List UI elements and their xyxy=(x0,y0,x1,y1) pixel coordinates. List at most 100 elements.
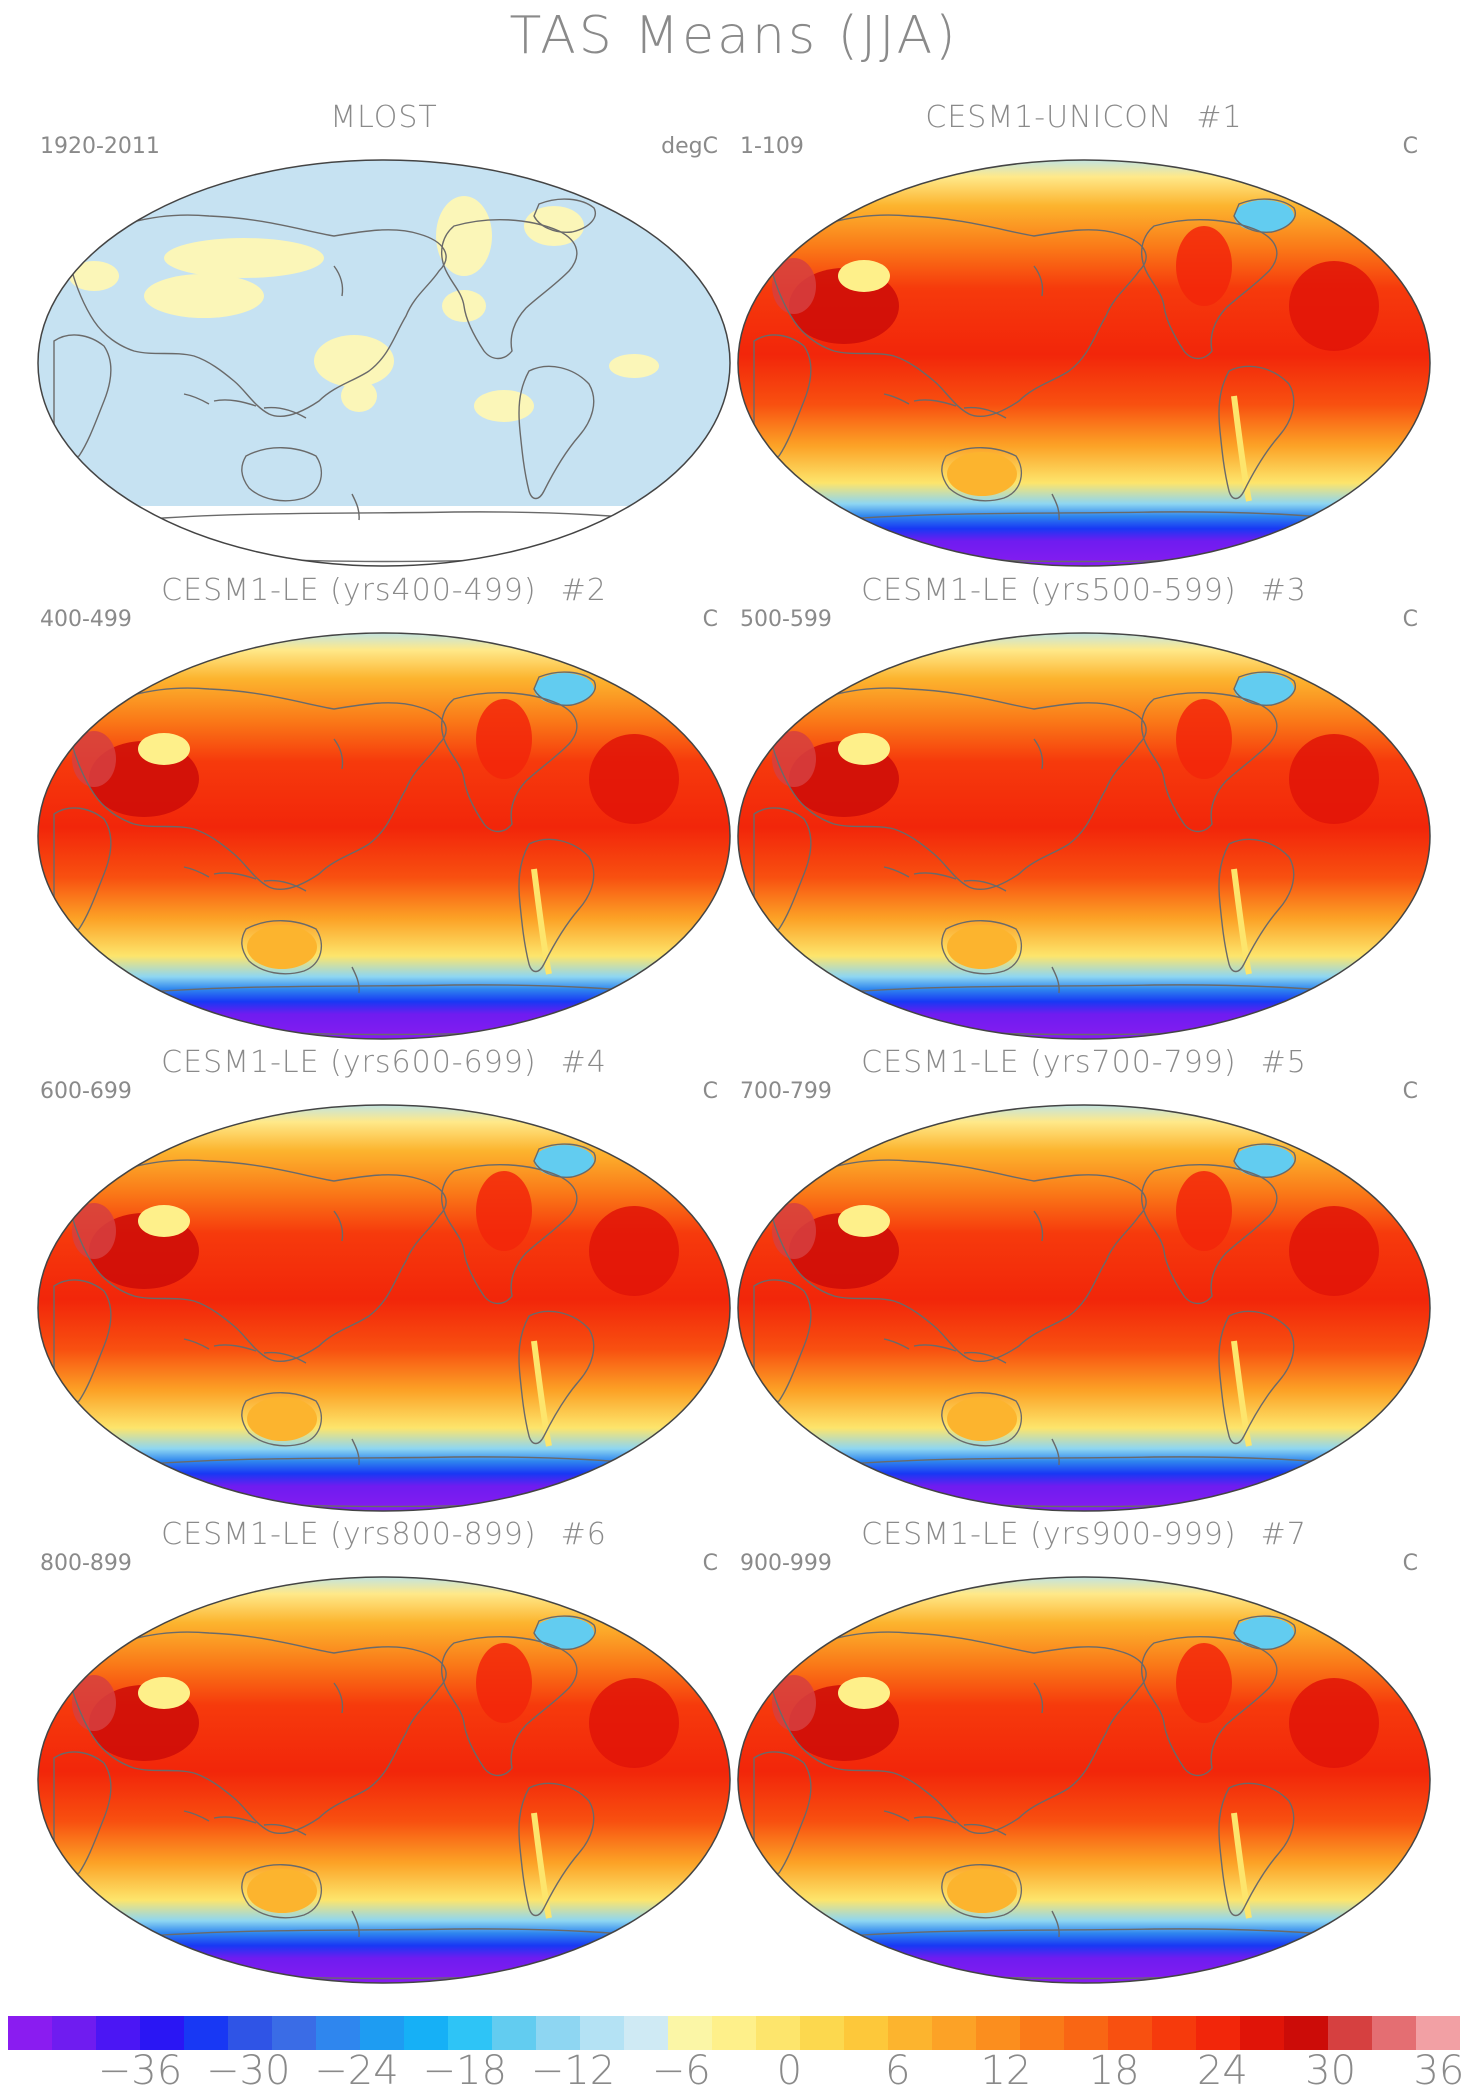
colorbar-swatch xyxy=(1416,2016,1460,2050)
panel-title: CESM1-LE (yrs500-599) #3 xyxy=(734,573,1434,608)
colorbar-swatch xyxy=(536,2016,581,2050)
colorbar-tick-label: 12 xyxy=(980,2048,1032,2094)
colorbar-tick-label: −36 xyxy=(97,2048,183,2094)
panel-number: #6 xyxy=(560,1517,607,1552)
panel-model-name: CESM1-UNICON xyxy=(925,100,1173,135)
world-map xyxy=(37,1576,731,1984)
colorbar-tick-label: 36 xyxy=(1413,2048,1465,2094)
panel-period: 900-999 xyxy=(740,1551,832,1576)
panel-number: #4 xyxy=(560,1045,607,1080)
colorbar-tick-label: −6 xyxy=(651,2048,711,2094)
greenland-coastline xyxy=(1233,1143,1296,1178)
indonesia-coastline xyxy=(883,866,1007,892)
north-america-coastline xyxy=(1141,219,1278,360)
australia-coastline xyxy=(241,1392,323,1447)
asia-europe-coastline xyxy=(71,1631,447,1835)
new-zealand-coastline xyxy=(1051,966,1060,994)
japan-coastline xyxy=(1033,738,1044,770)
panel-model-name: MLOST xyxy=(330,100,438,135)
colorbar-swatch xyxy=(580,2016,625,2050)
australia-coastline xyxy=(941,1864,1023,1919)
panel-period: 1920-2011 xyxy=(40,134,160,159)
colorbar-swatch xyxy=(360,2016,405,2050)
south-america-coastline xyxy=(518,1782,595,1917)
south-america-coastline xyxy=(1218,1310,1295,1445)
map-panel-5: CESM1-LE (yrs600-699) #4 600-699 C xyxy=(34,1045,734,1515)
australia-coastline xyxy=(241,920,323,975)
world-map xyxy=(37,159,731,567)
colorbar-swatch xyxy=(1020,2016,1065,2050)
colorbar-labels: −36 −30 −24 −18 −12 −6 0 6 12 18 24 30 36 xyxy=(0,2048,1468,2098)
north-america-coastline xyxy=(1141,1164,1278,1305)
south-america-coastline xyxy=(1218,365,1295,500)
colorbar-swatch xyxy=(624,2016,669,2050)
south-america-coastline xyxy=(518,365,595,500)
panel-model-name: CESM1-LE (yrs400-499) xyxy=(161,573,537,608)
japan-coastline xyxy=(333,1682,344,1714)
north-america-coastline xyxy=(441,219,578,360)
indonesia-coastline xyxy=(183,866,307,892)
panel-title: CESM1-LE (yrs900-999) #7 xyxy=(734,1517,1434,1552)
colorbar-swatch xyxy=(844,2016,889,2050)
colorbar-tick-label: −30 xyxy=(205,2048,291,2094)
panel-title: CESM1-UNICON #1 xyxy=(734,100,1434,135)
north-america-coastline xyxy=(441,1164,578,1305)
panel-model-name: CESM1-LE (yrs500-599) xyxy=(861,573,1237,608)
new-zealand-coastline xyxy=(351,493,360,521)
asia-europe-coastline xyxy=(771,1631,1147,1835)
new-zealand-coastline xyxy=(1051,1438,1060,1466)
panel-title: CESM1-LE (yrs800-899) #6 xyxy=(34,1517,734,1552)
colorbar-swatch xyxy=(96,2016,141,2050)
panel-period: 600-699 xyxy=(40,1079,132,1104)
map-panel-4: CESM1-LE (yrs500-599) #3 500-599 C xyxy=(734,573,1434,1043)
colorbar-tick-label: −12 xyxy=(530,2048,616,2094)
panel-period: 500-599 xyxy=(740,607,832,632)
colorbar-swatch xyxy=(1240,2016,1285,2050)
asia-europe-coastline xyxy=(71,214,447,418)
indonesia-coastline xyxy=(883,1810,1007,1836)
asia-europe-coastline xyxy=(771,687,1147,891)
map-panel-1: MLOST 1920-2011 degC xyxy=(34,100,734,570)
colorbar-swatch xyxy=(8,2016,53,2050)
indonesia-coastline xyxy=(883,393,1007,419)
world-map xyxy=(37,1104,731,1512)
panel-number: #3 xyxy=(1260,573,1307,608)
south-america-coastline xyxy=(518,838,595,973)
panel-units: C xyxy=(1402,1079,1418,1104)
panel-period: 1-109 xyxy=(740,134,804,159)
colorbar-tick-label: 24 xyxy=(1196,2048,1248,2094)
japan-coastline xyxy=(333,265,344,297)
australia-coastline xyxy=(241,1864,323,1919)
new-zealand-coastline xyxy=(351,1910,360,1938)
map-panel-8: CESM1-LE (yrs900-999) #7 900-999 C xyxy=(734,1517,1434,1987)
colorbar-swatch xyxy=(888,2016,933,2050)
greenland-coastline xyxy=(1233,671,1296,706)
australia-coastline xyxy=(941,920,1023,975)
panel-units: C xyxy=(702,1551,718,1576)
colorbar-swatch xyxy=(140,2016,185,2050)
greenland-coastline xyxy=(1233,198,1296,233)
panel-period: 800-899 xyxy=(40,1551,132,1576)
north-america-coastline xyxy=(1141,1636,1278,1777)
japan-coastline xyxy=(333,1210,344,1242)
colorbar-swatch xyxy=(668,2016,713,2050)
map-panel-6: CESM1-LE (yrs700-799) #5 700-799 C xyxy=(734,1045,1434,1515)
south-america-coastline xyxy=(1218,1782,1295,1917)
colorbar-swatch xyxy=(1064,2016,1109,2050)
colorbar-swatch xyxy=(1284,2016,1329,2050)
panel-title: CESM1-LE (yrs600-699) #4 xyxy=(34,1045,734,1080)
map-panel-3: CESM1-LE (yrs400-499) #2 400-499 C xyxy=(34,573,734,1043)
panel-number: #5 xyxy=(1260,1045,1307,1080)
colorbar-swatch xyxy=(1372,2016,1417,2050)
figure-title: TAS Means (JJA) xyxy=(509,6,959,66)
greenland-coastline xyxy=(1233,1615,1296,1650)
colorbar-swatch xyxy=(404,2016,449,2050)
panel-title: CESM1-LE (yrs400-499) #2 xyxy=(34,573,734,608)
map-panel-7: CESM1-LE (yrs800-899) #6 800-899 C xyxy=(34,1517,734,1987)
colorbar-tick-label: −24 xyxy=(314,2048,399,2094)
greenland-coastline xyxy=(533,198,596,233)
panel-units: degC xyxy=(661,134,718,159)
north-america-coastline xyxy=(441,1636,578,1777)
world-map xyxy=(737,159,1431,567)
panel-number: #2 xyxy=(560,573,607,608)
